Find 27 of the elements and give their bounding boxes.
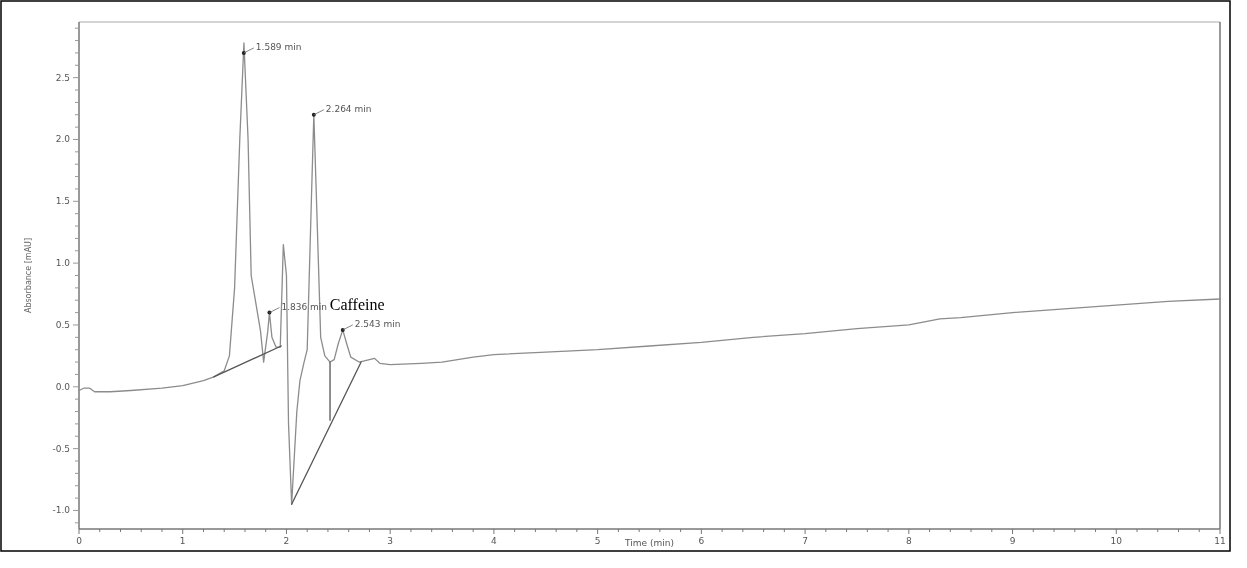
x-tick-label: 2 [283, 536, 290, 546]
annotation: 1.589 min [255, 41, 302, 52]
y-tick-label: -1.0 [52, 505, 71, 516]
y-tick-label: 1.0 [55, 258, 71, 269]
x-tick-label: 6 [698, 536, 705, 546]
x-tick-label: 7 [802, 536, 808, 546]
x-tick-label: 11 [1214, 536, 1226, 546]
x-tick-label: 8 [905, 536, 912, 546]
y-axis-title: Absorbance [mAU] [24, 237, 33, 314]
y-tick-label: 0.0 [55, 381, 71, 392]
x-tick-label: 0 [76, 536, 83, 546]
x-tick-label: 10 [1110, 536, 1123, 546]
x-tick-label: 3 [387, 536, 394, 546]
annotation: 2.264 min [325, 103, 372, 114]
y-tick-label: 2.5 [55, 72, 70, 83]
x-tick-label: 1 [179, 536, 186, 546]
x-axis-title: Time (min) [624, 538, 674, 548]
y-tick-label: 1.5 [55, 196, 70, 207]
annotation: 1.836 min [281, 301, 328, 312]
x-tick-label: 4 [491, 536, 498, 546]
annotation: 2.543 min [354, 318, 401, 329]
annotation: Caffeine [329, 295, 385, 313]
y-tick-label: 0.5 [55, 319, 70, 330]
y-tick-label: -0.5 [52, 443, 70, 454]
x-tick-label: 9 [1009, 536, 1016, 546]
x-tick-label: 5 [594, 536, 601, 546]
y-tick-label: 2.0 [55, 134, 71, 145]
